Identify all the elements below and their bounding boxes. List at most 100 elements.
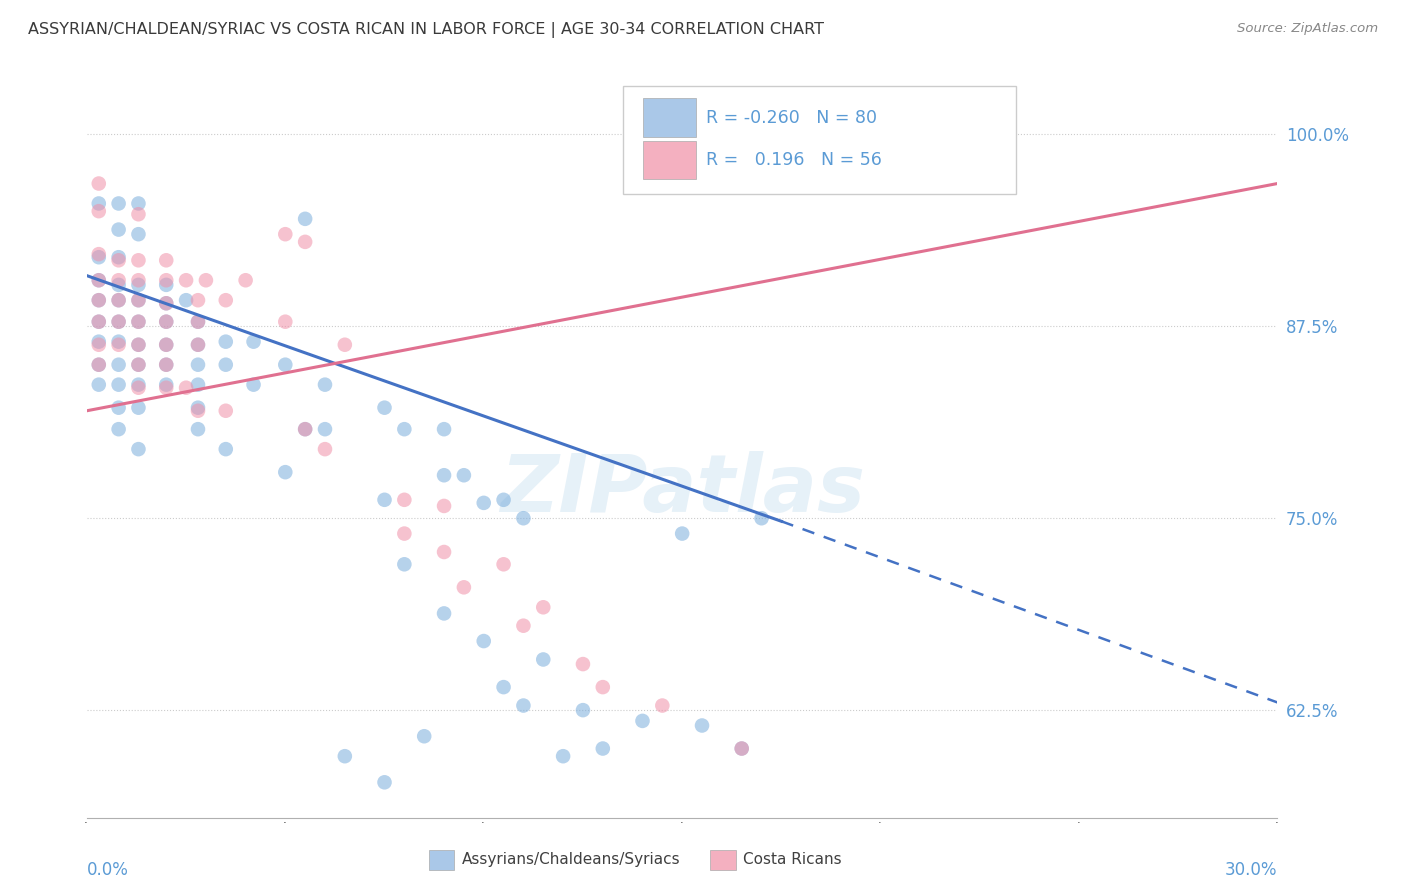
Point bbox=[87, 293, 110, 308]
Point bbox=[107, 334, 129, 349]
Point bbox=[107, 253, 129, 268]
Text: Assyrians/Chaldeans/Syriacs: Assyrians/Chaldeans/Syriacs bbox=[461, 853, 681, 867]
Point bbox=[731, 741, 754, 756]
Point bbox=[107, 277, 129, 292]
Point bbox=[87, 247, 110, 261]
Point bbox=[433, 499, 456, 513]
Point bbox=[127, 337, 149, 351]
Point bbox=[572, 703, 595, 717]
Point bbox=[294, 235, 316, 249]
Point bbox=[314, 442, 336, 457]
Point bbox=[274, 315, 297, 329]
Point bbox=[294, 211, 316, 226]
Point bbox=[87, 293, 110, 308]
Point bbox=[512, 698, 534, 713]
Point bbox=[107, 222, 129, 236]
Point bbox=[373, 492, 395, 507]
Point bbox=[215, 334, 238, 349]
Point bbox=[127, 381, 149, 395]
Point bbox=[87, 358, 110, 372]
Point bbox=[127, 293, 149, 308]
Point bbox=[127, 358, 149, 372]
Point bbox=[592, 741, 614, 756]
Point bbox=[472, 634, 495, 648]
Point bbox=[314, 422, 336, 436]
Point bbox=[127, 337, 149, 351]
Point bbox=[127, 273, 149, 287]
Text: R =   0.196   N = 56: R = 0.196 N = 56 bbox=[706, 151, 882, 169]
Point bbox=[274, 358, 297, 372]
Point bbox=[127, 401, 149, 415]
Point bbox=[155, 315, 177, 329]
Point bbox=[107, 315, 129, 329]
Point bbox=[453, 580, 475, 594]
Point bbox=[433, 607, 456, 621]
Point bbox=[155, 337, 177, 351]
Point bbox=[394, 558, 416, 572]
Point bbox=[671, 526, 693, 541]
Point bbox=[274, 465, 297, 479]
Point bbox=[87, 196, 110, 211]
Point bbox=[107, 401, 129, 415]
Point bbox=[394, 492, 416, 507]
Point bbox=[127, 207, 149, 221]
Point bbox=[107, 293, 129, 308]
Point bbox=[394, 422, 416, 436]
Point bbox=[187, 315, 209, 329]
Point bbox=[107, 315, 129, 329]
Point bbox=[187, 403, 209, 417]
Point bbox=[87, 273, 110, 287]
Text: R = -0.260   N = 80: R = -0.260 N = 80 bbox=[706, 109, 877, 127]
Point bbox=[127, 293, 149, 308]
Point bbox=[155, 277, 177, 292]
Point bbox=[155, 358, 177, 372]
Text: ZIPatlas: ZIPatlas bbox=[499, 451, 865, 529]
Point bbox=[127, 277, 149, 292]
Point bbox=[294, 422, 316, 436]
Point bbox=[512, 511, 534, 525]
Point bbox=[453, 468, 475, 483]
Point bbox=[127, 315, 149, 329]
Point bbox=[294, 422, 316, 436]
Point bbox=[512, 618, 534, 632]
Point bbox=[155, 381, 177, 395]
Point bbox=[187, 377, 209, 392]
Point bbox=[531, 600, 554, 615]
Point bbox=[492, 558, 515, 572]
Point bbox=[107, 293, 129, 308]
Point bbox=[333, 337, 356, 351]
Point bbox=[155, 358, 177, 372]
Point bbox=[187, 337, 209, 351]
Point bbox=[127, 253, 149, 268]
Point bbox=[433, 422, 456, 436]
Point bbox=[155, 296, 177, 310]
Text: Costa Ricans: Costa Ricans bbox=[742, 853, 841, 867]
Point bbox=[155, 253, 177, 268]
Text: 0.0%: 0.0% bbox=[87, 861, 129, 879]
Point bbox=[187, 293, 209, 308]
Point bbox=[215, 358, 238, 372]
Point bbox=[155, 296, 177, 310]
Point bbox=[433, 545, 456, 559]
Point bbox=[155, 273, 177, 287]
Point bbox=[373, 775, 395, 789]
Point bbox=[333, 749, 356, 764]
Point bbox=[215, 442, 238, 457]
FancyBboxPatch shape bbox=[643, 141, 696, 179]
Point bbox=[155, 315, 177, 329]
Point bbox=[433, 468, 456, 483]
Point bbox=[187, 337, 209, 351]
Point bbox=[87, 337, 110, 351]
Point bbox=[235, 273, 257, 287]
Point bbox=[531, 652, 554, 666]
Point bbox=[107, 358, 129, 372]
Point bbox=[87, 315, 110, 329]
Point bbox=[127, 377, 149, 392]
Point bbox=[274, 227, 297, 242]
FancyBboxPatch shape bbox=[643, 98, 696, 137]
Point bbox=[187, 422, 209, 436]
Point bbox=[553, 749, 575, 764]
Point bbox=[155, 337, 177, 351]
Point bbox=[215, 293, 238, 308]
Point bbox=[215, 403, 238, 417]
